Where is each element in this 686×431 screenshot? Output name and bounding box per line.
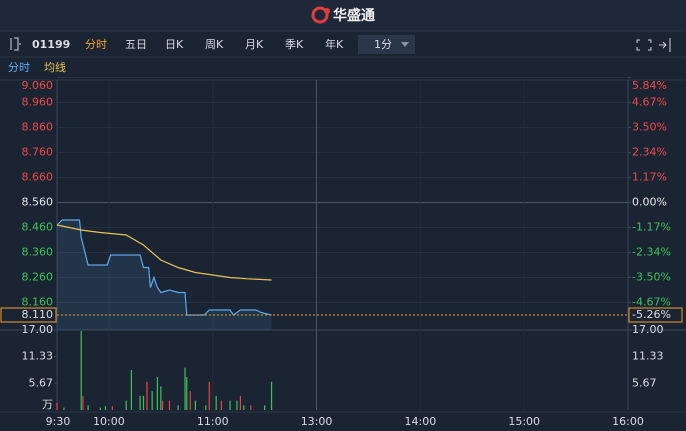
x-tick-label: 11:00 [197,415,229,428]
legend-entry[interactable]: 均线 [44,60,66,74]
last-price-label: 8.110 [22,308,54,321]
fullscreen-icon[interactable] [636,39,652,51]
last-change-box [628,307,683,323]
price-area [57,220,272,330]
y-tick-label: 8.760 [22,146,54,159]
y2-tick-label: -2.34% [632,246,671,259]
top-bar [0,0,686,31]
volume-bar [250,405,252,410]
tab[interactable]: 季K [285,38,304,51]
volume-bar [161,400,164,410]
volume-bar [142,395,145,410]
volume-bar [111,406,113,410]
toolbar: 01199 1分 [10,35,671,54]
volume-bar [243,405,245,410]
volume-bar [151,391,153,410]
y2-tick-label: 1.17% [632,170,667,183]
volume-bar [168,400,171,410]
y2-tick-label: 2.34% [632,145,667,158]
y-tick-label: 8.160 [22,296,54,309]
volume-bar [87,405,89,410]
volume-bar [130,370,133,410]
volume-bar [177,405,179,410]
y2-tick-label: 0.00% [632,195,667,208]
volume-bar [80,330,82,410]
volume-bar [215,395,217,410]
y-tick-label: 8.660 [22,171,54,184]
y2-tick-label: 5.67 [632,376,657,389]
y-tick-label: 8.360 [22,246,54,259]
last-change-label: -5.26% [632,308,671,321]
volume-bar [189,391,191,410]
brand-logo [311,6,330,24]
dropdown-arrow [401,42,409,47]
volume-bar [82,395,84,410]
y-tick-label: 11.33 [22,350,54,363]
y-tick-label: 8.960 [22,96,54,109]
volume-unit: 万 [42,398,53,411]
y2-tick-label: 17.00 [632,323,664,336]
y-tick-label: 17.00 [22,323,54,336]
tab[interactable]: 分时 [85,38,107,51]
y2-tick-label: 4.67% [632,96,667,109]
x-tick-label: 14:00 [405,415,437,428]
y-tick-label: 9.060 [22,79,54,92]
price-line [56,224,272,281]
tab[interactable]: 周K [205,38,224,51]
x-tick-label: 15:00 [508,415,540,428]
legend-entry[interactable]: 分时 [8,61,30,74]
volume-bar [99,407,101,410]
volume-bar [56,402,58,410]
last-price-box [0,307,57,323]
x-tick-label: 13:00 [301,415,333,428]
volume-bar [184,367,186,410]
y2-tick-label: 5.84% [632,79,667,92]
tab[interactable]: 月K [245,38,264,51]
tab[interactable]: 日K [165,38,184,51]
volume-bar [220,400,222,410]
x-tick-label: 9:30 [46,415,71,428]
volume-bar [146,381,148,410]
volume-bar [194,400,197,410]
y-tick-label: 8.560 [22,196,54,209]
y2-tick-label: -4.67% [632,295,671,308]
y2-tick-label: -3.50% [632,270,671,283]
volume-bar [139,395,141,410]
y-tick-label: 8.860 [22,121,54,134]
volume-bar [229,400,231,410]
volume-bar [208,381,210,410]
x-tick-label: 10:00 [93,415,125,428]
interval-label[interactable]: 1分 [374,38,392,51]
interval-select[interactable] [358,35,415,54]
volume-bar [186,377,188,410]
tab[interactable]: 年K [325,37,344,51]
x-tick-label: 16:00 [612,415,644,428]
volume-bar [156,377,158,410]
y2-tick-label: 3.50% [632,121,667,134]
volume-bar [264,405,266,410]
volume-bar [63,407,65,410]
collapse-right-icon[interactable] [659,38,671,52]
y2-tick-label: 11.33 [632,350,664,363]
price-line [56,219,272,316]
y-tick-label: 8.260 [22,271,54,284]
volume-bar [236,400,238,410]
volume-bar [205,405,207,410]
volume-bar [270,381,273,410]
volume-bar [239,395,242,410]
volume-bar [125,400,127,410]
tab[interactable]: 五日 [125,38,147,51]
stock-code: 01199 [32,38,70,51]
volume-bar [160,386,162,410]
brand-name: 华盛通 [333,7,375,24]
y-tick-label: 8.460 [22,221,54,234]
y-tick-label: 5.67 [29,376,54,389]
collapse-icon[interactable] [10,37,21,51]
y2-tick-label: -1.17% [632,221,671,234]
volume-bar [104,406,107,410]
